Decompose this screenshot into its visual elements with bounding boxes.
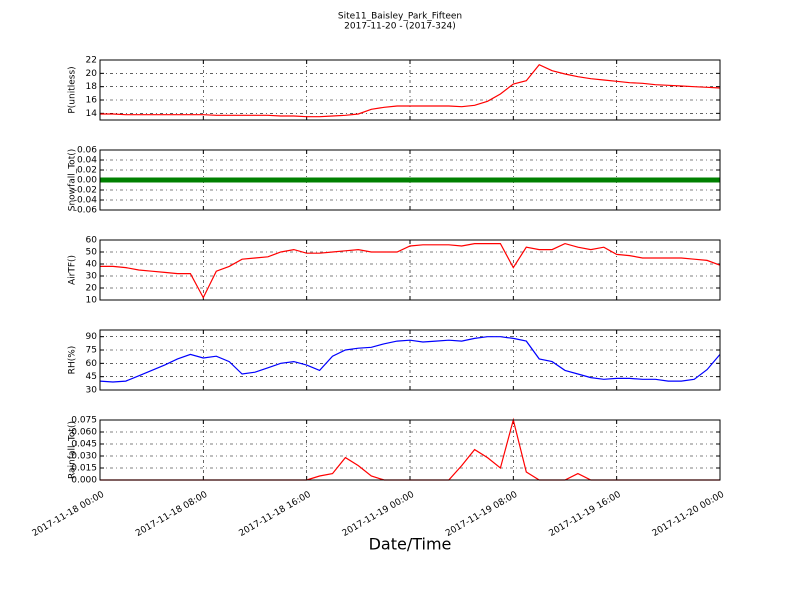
y-tick-label: 0.015 (71, 464, 97, 474)
y-tick-label: 45 (86, 372, 97, 382)
y-axis-label: Rainfall_Tot() (68, 421, 78, 479)
y-axis-label: AirTF() (68, 255, 78, 285)
y-tick-label: 20 (86, 284, 98, 294)
y-tick-label: 0.00 (77, 176, 97, 186)
y-tick-label: 0.060 (71, 428, 97, 438)
chart-title: Site11_Baisley_Park_Fifteen (338, 12, 462, 22)
y-tick-label: 10 (86, 296, 98, 306)
y-tick-label: 60 (86, 236, 98, 246)
y-tick-label: 30 (86, 386, 98, 396)
y-axis-label: RH(%) (68, 346, 78, 375)
y-tick-label: 20 (86, 69, 98, 79)
plot-frame (99, 239, 721, 301)
y-tick-label: 0.030 (71, 452, 97, 462)
y-tick-label: 40 (86, 260, 98, 270)
series-line (100, 242, 721, 299)
series-line (100, 63, 721, 118)
y-tick-label: 50 (86, 248, 98, 258)
plot-frame (99, 59, 721, 121)
y-axis-label: P(unitless) (68, 66, 78, 113)
y-tick-label: 30 (86, 272, 98, 282)
y-tick-label: 16 (86, 96, 98, 106)
y-tick-label: -0.06 (74, 206, 98, 216)
y-tick-label: 0.02 (77, 166, 97, 176)
y-tick-label: 14 (86, 109, 98, 119)
y-tick-label: 22 (86, 56, 97, 66)
series-line (99, 336, 721, 383)
y-axis-label: Snowfall_Tot() (68, 149, 78, 212)
y-tick-label: 90 (86, 332, 98, 342)
chart-subtitle: 2017-11-20 - (2017-324) (344, 22, 456, 32)
y-tick-label: 0.04 (77, 156, 97, 166)
y-tick-label: 75 (86, 346, 97, 356)
y-tick-label: 0.06 (77, 146, 97, 156)
y-tick-label: -0.04 (74, 196, 98, 206)
y-tick-label: 0.045 (71, 440, 97, 450)
plot-frame (99, 329, 721, 391)
y-tick-label: -0.02 (74, 186, 97, 196)
y-tick-label: 18 (86, 82, 98, 92)
y-tick-label: 0.075 (71, 416, 97, 426)
y-tick-label: 0.000 (71, 476, 97, 486)
x-axis-label: Date/Time (369, 535, 452, 554)
plot-frame (99, 419, 721, 481)
plot-frame (99, 149, 721, 211)
y-tick-label: 60 (86, 359, 98, 369)
